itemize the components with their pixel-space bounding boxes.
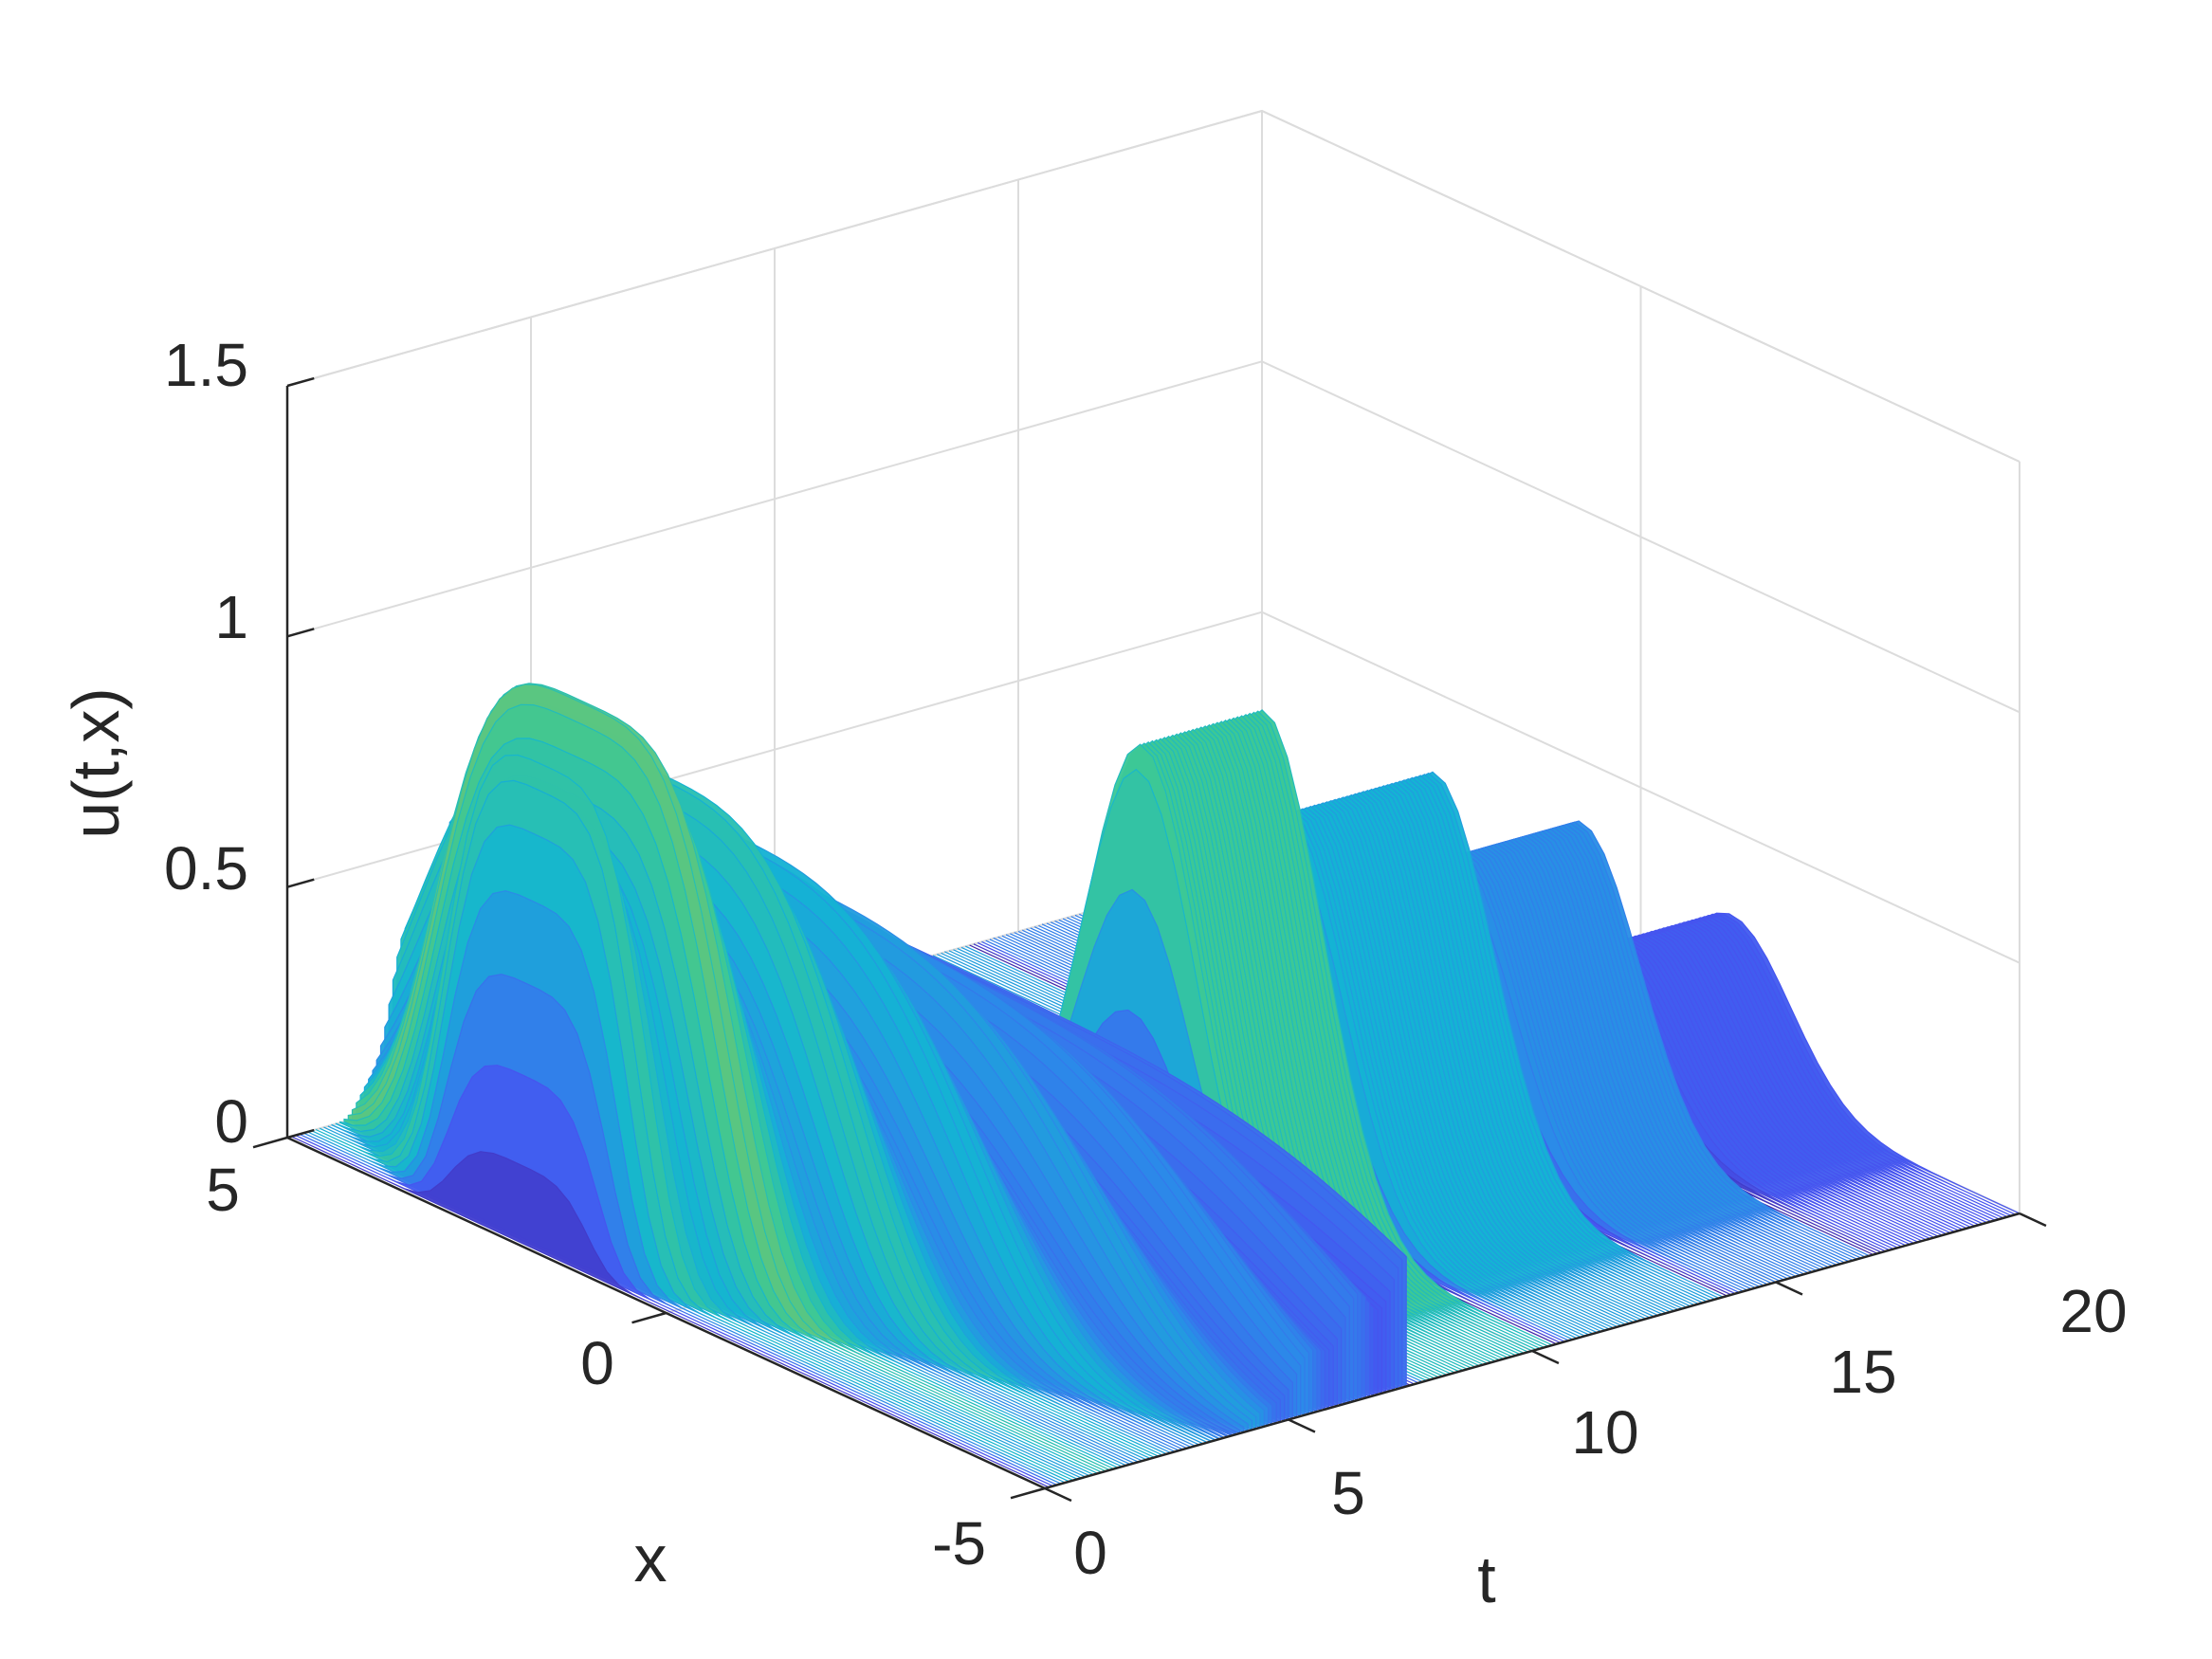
t-tick-mark	[1044, 1486, 1072, 1503]
x-tick-mark	[1010, 1486, 1046, 1500]
u-tick-label: 1.5	[164, 331, 248, 399]
grid-line	[286, 360, 2020, 714]
u-tick-label: 0	[214, 1087, 248, 1156]
u-tick-label: 1	[214, 583, 248, 651]
u-tick-mark	[286, 376, 315, 388]
t-tick-label: 20	[2059, 1277, 2127, 1345]
t-tick-mark	[2019, 1212, 2047, 1228]
x-tick-label: 0	[580, 1329, 614, 1397]
surface-slice	[291, 1136, 1050, 1488]
t-tick-mark	[1288, 1418, 1316, 1433]
t-tick-label: 10	[1571, 1398, 1638, 1467]
u-tick-mark	[286, 1128, 315, 1139]
axes	[252, 376, 2047, 1503]
t-axis-tick-labels: 0 5 10 15 20	[1073, 1277, 2127, 1587]
surface-plot	[286, 683, 2020, 1489]
u-tick-mark	[286, 628, 315, 638]
x-tick-label: 5	[206, 1156, 240, 1224]
x-tick-label: -5	[932, 1509, 986, 1577]
t-tick-label: 5	[1331, 1459, 1365, 1527]
t-tick-label: 0	[1073, 1519, 1107, 1587]
t-tick-mark	[1775, 1281, 1803, 1296]
grid-line	[286, 109, 2020, 463]
t-axis-label: t	[1477, 1542, 1495, 1616]
u-axis-tick-labels: 0 0.5 1 1.5	[164, 331, 248, 1156]
u-axis-label: u(t,x)	[59, 687, 133, 838]
t-tick-mark	[1531, 1349, 1560, 1365]
x-tick-mark	[631, 1311, 667, 1324]
x-axis-label: x	[634, 1522, 667, 1595]
x-axis-tick-labels: -5 0 5	[206, 1156, 986, 1577]
u-tick-label: 0.5	[164, 834, 248, 902]
grid-line	[286, 109, 2020, 463]
x-tick-mark	[252, 1136, 288, 1149]
t-tick-label: 15	[1829, 1338, 1896, 1406]
u-tick-mark	[286, 878, 315, 888]
